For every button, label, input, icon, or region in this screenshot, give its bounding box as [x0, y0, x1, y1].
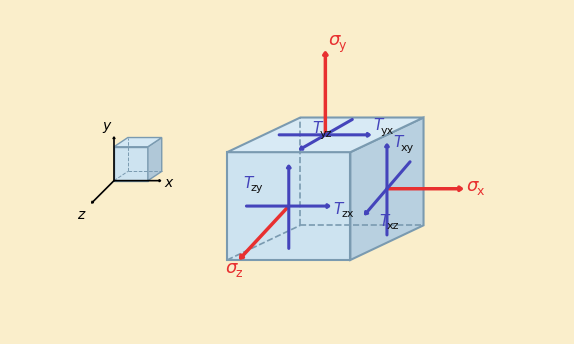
Polygon shape: [148, 138, 162, 181]
Text: y: y: [102, 119, 110, 133]
Text: yx: yx: [381, 126, 394, 136]
Text: yz: yz: [319, 129, 332, 139]
Text: zx: zx: [341, 209, 354, 219]
Text: zy: zy: [250, 183, 263, 193]
Polygon shape: [114, 147, 148, 181]
Text: $\sigma$: $\sigma$: [225, 259, 239, 277]
Text: x: x: [477, 185, 484, 198]
Text: $T$: $T$: [379, 213, 391, 229]
Text: z: z: [236, 267, 242, 280]
Text: xz: xz: [387, 221, 400, 231]
Text: x: x: [164, 176, 172, 190]
Text: xy: xy: [401, 142, 414, 152]
Text: z: z: [77, 208, 85, 222]
Polygon shape: [350, 118, 424, 260]
Text: $\sigma$: $\sigma$: [466, 177, 480, 195]
Polygon shape: [227, 118, 424, 152]
Polygon shape: [227, 152, 350, 260]
Text: $T$: $T$: [243, 175, 255, 191]
Text: $T$: $T$: [373, 117, 385, 133]
Polygon shape: [114, 138, 162, 147]
Text: $T$: $T$: [312, 120, 324, 136]
Text: $T$: $T$: [333, 201, 346, 217]
Text: $T$: $T$: [393, 134, 405, 150]
Text: $\sigma$: $\sigma$: [328, 31, 342, 49]
Text: y: y: [339, 39, 346, 52]
